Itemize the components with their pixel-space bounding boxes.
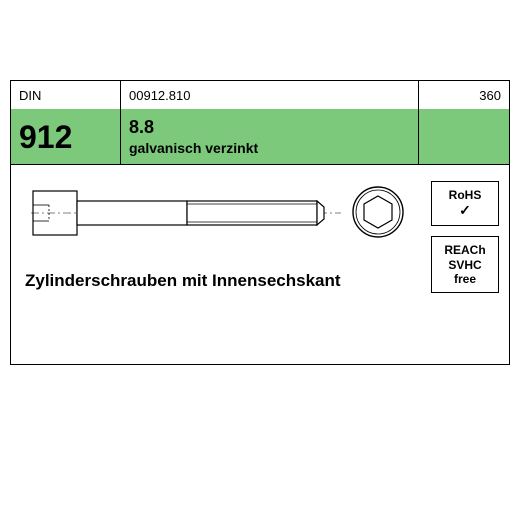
right-green-cell: [419, 109, 509, 164]
din-label: DIN: [11, 81, 120, 109]
rohs-badge: RoHS ✓: [431, 181, 499, 226]
reach-line-1: REACh: [436, 243, 494, 257]
finish-text: galvanisch verzinkt: [129, 140, 410, 156]
spec-cell: 8.8 galvanisch verzinkt: [121, 109, 418, 164]
right-code: 360: [419, 81, 509, 109]
header-col-spec: 00912.810 8.8 galvanisch verzinkt: [121, 81, 419, 164]
product-code: 00912.810: [121, 81, 418, 109]
product-card: DIN 912 00912.810 8.8 galvanisch verzink…: [10, 80, 510, 365]
card-body: Zylinderschrauben mit Innensechskant RoH…: [11, 165, 509, 365]
screw-front-view: [351, 185, 405, 244]
screw-side-view: [31, 183, 341, 243]
din-number-cell: 912: [11, 109, 120, 164]
reach-line-3: free: [436, 272, 494, 286]
compliance-badges: RoHS ✓ REACh SVHC free: [431, 181, 499, 303]
strength-grade: 8.8: [129, 117, 410, 138]
product-description: Zylinderschrauben mit Innensechskant: [25, 271, 341, 291]
din-number: 912: [19, 121, 112, 153]
rohs-label: RoHS: [436, 188, 494, 202]
check-icon: ✓: [436, 202, 494, 219]
card-header: DIN 912 00912.810 8.8 galvanisch verzink…: [11, 81, 509, 165]
screw-svg: [31, 183, 341, 243]
header-col-right: 360: [419, 81, 509, 164]
reach-badge: REACh SVHC free: [431, 236, 499, 293]
reach-line-2: SVHC: [436, 258, 494, 272]
head-front-svg: [351, 185, 405, 239]
header-col-standard: DIN 912: [11, 81, 121, 164]
